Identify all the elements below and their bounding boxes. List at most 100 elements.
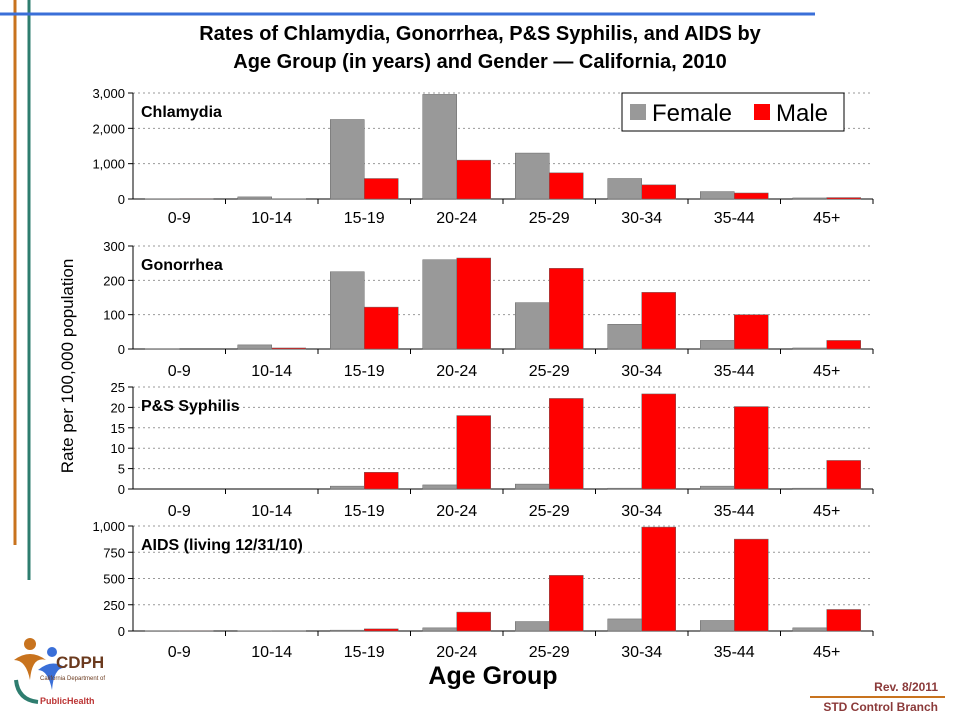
bar-female: [700, 485, 735, 490]
y-tick-label: 25: [111, 380, 125, 395]
panel-title: AIDS (living 12/31/10): [141, 537, 303, 554]
logo-publichealth: PublicHealth: [40, 696, 95, 706]
logo-text: CDPH: [56, 653, 105, 672]
title-line-2: Age Group (in years) and Gender — Califo…: [233, 51, 727, 73]
x-axis-label: Age Group: [428, 662, 558, 690]
y-tick-label: 100: [103, 308, 125, 323]
x-tick-label: 15-19: [344, 363, 385, 380]
x-tick-label: 25-29: [529, 363, 570, 380]
x-tick-label: 35-44: [714, 644, 755, 661]
logo-subtitle: California Department of: [40, 676, 106, 682]
x-tick-label: 45+: [813, 363, 840, 380]
y-tick-label: 0: [118, 342, 125, 357]
y-tick-label: 750: [103, 545, 125, 560]
y-tick-label: 5: [118, 462, 125, 477]
revision-label: Rev. 8/2011: [874, 680, 938, 694]
bar-female: [792, 197, 827, 200]
bar-male: [641, 292, 676, 350]
bar-male: [826, 197, 861, 200]
bar-male: [826, 460, 861, 490]
x-tick-label: 25-29: [529, 210, 570, 227]
y-tick-label: 300: [103, 239, 125, 254]
x-tick-label: 20-24: [436, 644, 477, 661]
y-tick-label: 0: [118, 482, 125, 497]
bar-male: [364, 472, 399, 490]
y-tick-label: 1,000: [92, 519, 125, 534]
x-tick-label: 30-34: [621, 363, 662, 380]
legend-swatch-female: [630, 104, 646, 120]
x-tick-label: 0-9: [168, 503, 191, 520]
y-tick-label: 1,000: [92, 157, 125, 172]
x-tick-label: 15-19: [344, 644, 385, 661]
x-tick-label: 45+: [813, 503, 840, 520]
y-axis-label: Rate per 100,000 population: [58, 258, 77, 474]
x-tick-label: 35-44: [714, 503, 755, 520]
x-tick-label: 10-14: [251, 503, 292, 520]
bar-male: [549, 172, 584, 200]
y-tick-label: 15: [111, 421, 125, 436]
bar-female: [607, 324, 642, 350]
x-tick-label: 30-34: [621, 644, 662, 661]
bar-male: [364, 628, 399, 632]
bar-male: [549, 398, 584, 490]
bar-male: [734, 538, 769, 632]
bar-female: [515, 483, 550, 490]
bar-female: [700, 191, 735, 200]
bar-male: [734, 314, 769, 350]
bar-male: [641, 526, 676, 632]
bar-male: [456, 611, 491, 632]
legend-label-male: Male: [776, 100, 828, 127]
panel-title: Chlamydia: [141, 104, 222, 121]
bar-female: [422, 94, 457, 200]
y-tick-label: 20: [111, 400, 125, 415]
y-tick-label: 0: [118, 192, 125, 207]
branch-label: STD Control Branch: [823, 700, 938, 714]
bar-female: [700, 620, 735, 632]
y-tick-label: 200: [103, 273, 125, 288]
bar-male: [549, 575, 584, 632]
x-tick-label: 0-9: [168, 210, 191, 227]
bar-female: [422, 627, 457, 632]
x-tick-label: 10-14: [251, 363, 292, 380]
bar-male: [826, 340, 861, 350]
bar-female: [607, 178, 642, 200]
x-tick-label: 0-9: [168, 644, 191, 661]
x-tick-label: 25-29: [529, 644, 570, 661]
panel-title: P&S Syphilis: [141, 398, 240, 415]
bar-female: [792, 347, 827, 350]
x-tick-label: 25-29: [529, 503, 570, 520]
x-tick-label: 45+: [813, 210, 840, 227]
bar-male: [549, 268, 584, 350]
y-tick-label: 250: [103, 598, 125, 613]
title-line-1: Rates of Chlamydia, Gonorrhea, P&S Syphi…: [199, 23, 761, 45]
x-tick-label: 20-24: [436, 503, 477, 520]
bar-female: [515, 621, 550, 632]
legend-label-female: Female: [652, 100, 732, 127]
bar-male: [641, 184, 676, 200]
bar-female: [515, 152, 550, 200]
bar-female: [792, 487, 827, 490]
x-tick-label: 0-9: [168, 363, 191, 380]
bar-male: [826, 609, 861, 632]
bar-female: [422, 259, 457, 350]
bar-female: [330, 119, 365, 200]
panel-title: Gonorrhea: [141, 257, 223, 274]
x-tick-label: 45+: [813, 644, 840, 661]
bar-female: [330, 271, 365, 350]
bar-female: [700, 340, 735, 350]
x-tick-label: 35-44: [714, 210, 755, 227]
x-tick-label: 10-14: [251, 210, 292, 227]
bar-female: [607, 487, 642, 490]
bar-male: [734, 192, 769, 200]
bar-female: [607, 618, 642, 632]
bar-female: [237, 344, 272, 350]
bar-male: [364, 178, 399, 200]
bar-female: [330, 629, 365, 632]
bar-male: [641, 393, 676, 490]
bar-male: [271, 347, 306, 350]
bar-male: [364, 306, 399, 350]
x-tick-label: 30-34: [621, 503, 662, 520]
y-tick-label: 3,000: [92, 86, 125, 101]
